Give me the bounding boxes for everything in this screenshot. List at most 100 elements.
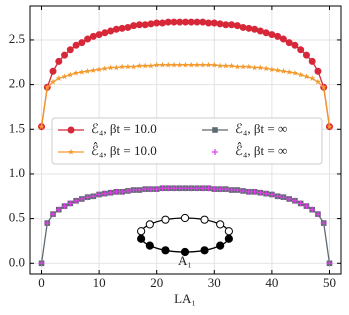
legend-label: ℰ₄, βt = 10.0 — [91, 121, 157, 136]
point — [286, 195, 293, 202]
point — [136, 187, 143, 194]
point — [176, 61, 183, 68]
point — [159, 61, 166, 68]
point — [268, 31, 276, 39]
point — [61, 203, 68, 210]
point — [256, 27, 264, 35]
point — [72, 41, 80, 49]
site — [137, 234, 146, 243]
point — [49, 67, 57, 75]
y-tick-label: 1.5 — [9, 120, 25, 135]
site — [224, 234, 233, 243]
point — [228, 62, 235, 69]
site — [216, 241, 225, 250]
point — [124, 63, 131, 70]
point — [78, 68, 85, 75]
point — [44, 84, 51, 90]
point — [234, 63, 241, 70]
point — [303, 73, 310, 80]
point — [84, 35, 92, 43]
point — [228, 21, 236, 29]
point — [194, 185, 201, 192]
point — [211, 186, 218, 193]
point — [90, 67, 97, 73]
annotation: A₁ — [178, 253, 192, 268]
point — [193, 61, 201, 68]
point — [199, 185, 206, 192]
point — [297, 71, 304, 78]
point — [320, 220, 327, 227]
point — [141, 21, 149, 29]
point — [176, 185, 183, 192]
point — [326, 123, 333, 130]
point — [285, 39, 293, 47]
point — [130, 63, 137, 70]
point — [245, 63, 252, 70]
x-tick-label: 20 — [150, 275, 163, 290]
point — [119, 63, 126, 70]
legend-label: ℰ₄, βt = ∞ — [235, 121, 287, 136]
point — [96, 191, 103, 198]
point — [130, 187, 137, 194]
point — [199, 18, 207, 26]
point — [55, 57, 63, 65]
point — [55, 206, 62, 213]
point — [297, 200, 304, 207]
y-tick-label: 0.0 — [9, 254, 25, 269]
point — [251, 25, 259, 33]
point — [67, 148, 75, 155]
point — [239, 23, 247, 31]
point — [50, 211, 57, 218]
point — [135, 21, 143, 29]
point — [73, 69, 80, 76]
point — [291, 197, 298, 204]
point — [101, 190, 108, 197]
point — [268, 66, 275, 73]
point — [84, 194, 91, 201]
point — [212, 149, 218, 155]
y-tick-label: 0.5 — [9, 210, 25, 225]
point — [262, 29, 270, 37]
point — [119, 188, 126, 195]
point — [142, 62, 149, 69]
site — [180, 247, 190, 257]
point — [182, 18, 189, 26]
site — [137, 227, 146, 236]
point — [84, 68, 91, 74]
point — [291, 41, 299, 49]
point — [187, 18, 195, 26]
site — [200, 246, 209, 255]
point — [280, 194, 287, 201]
point — [303, 203, 310, 210]
point — [309, 206, 316, 213]
point — [274, 67, 281, 73]
point — [49, 78, 57, 85]
point — [217, 186, 224, 193]
point — [165, 185, 172, 192]
point — [240, 63, 247, 70]
point — [245, 188, 252, 195]
point — [101, 29, 109, 37]
point — [153, 186, 160, 193]
point — [297, 46, 305, 54]
point — [55, 75, 62, 81]
point — [147, 186, 154, 193]
series-line — [40, 64, 331, 127]
point — [113, 64, 120, 71]
point — [101, 65, 108, 72]
y-tick-label: 1.0 — [9, 165, 25, 180]
point — [38, 260, 45, 267]
point — [314, 211, 321, 218]
point — [67, 71, 74, 78]
inset-diagram — [137, 213, 233, 257]
point — [302, 51, 310, 59]
point — [118, 24, 126, 32]
point — [222, 186, 229, 193]
point — [193, 18, 201, 26]
point — [78, 39, 86, 47]
point — [107, 189, 114, 196]
point — [291, 69, 298, 76]
point — [136, 62, 143, 69]
point — [112, 25, 120, 33]
point — [147, 20, 155, 28]
